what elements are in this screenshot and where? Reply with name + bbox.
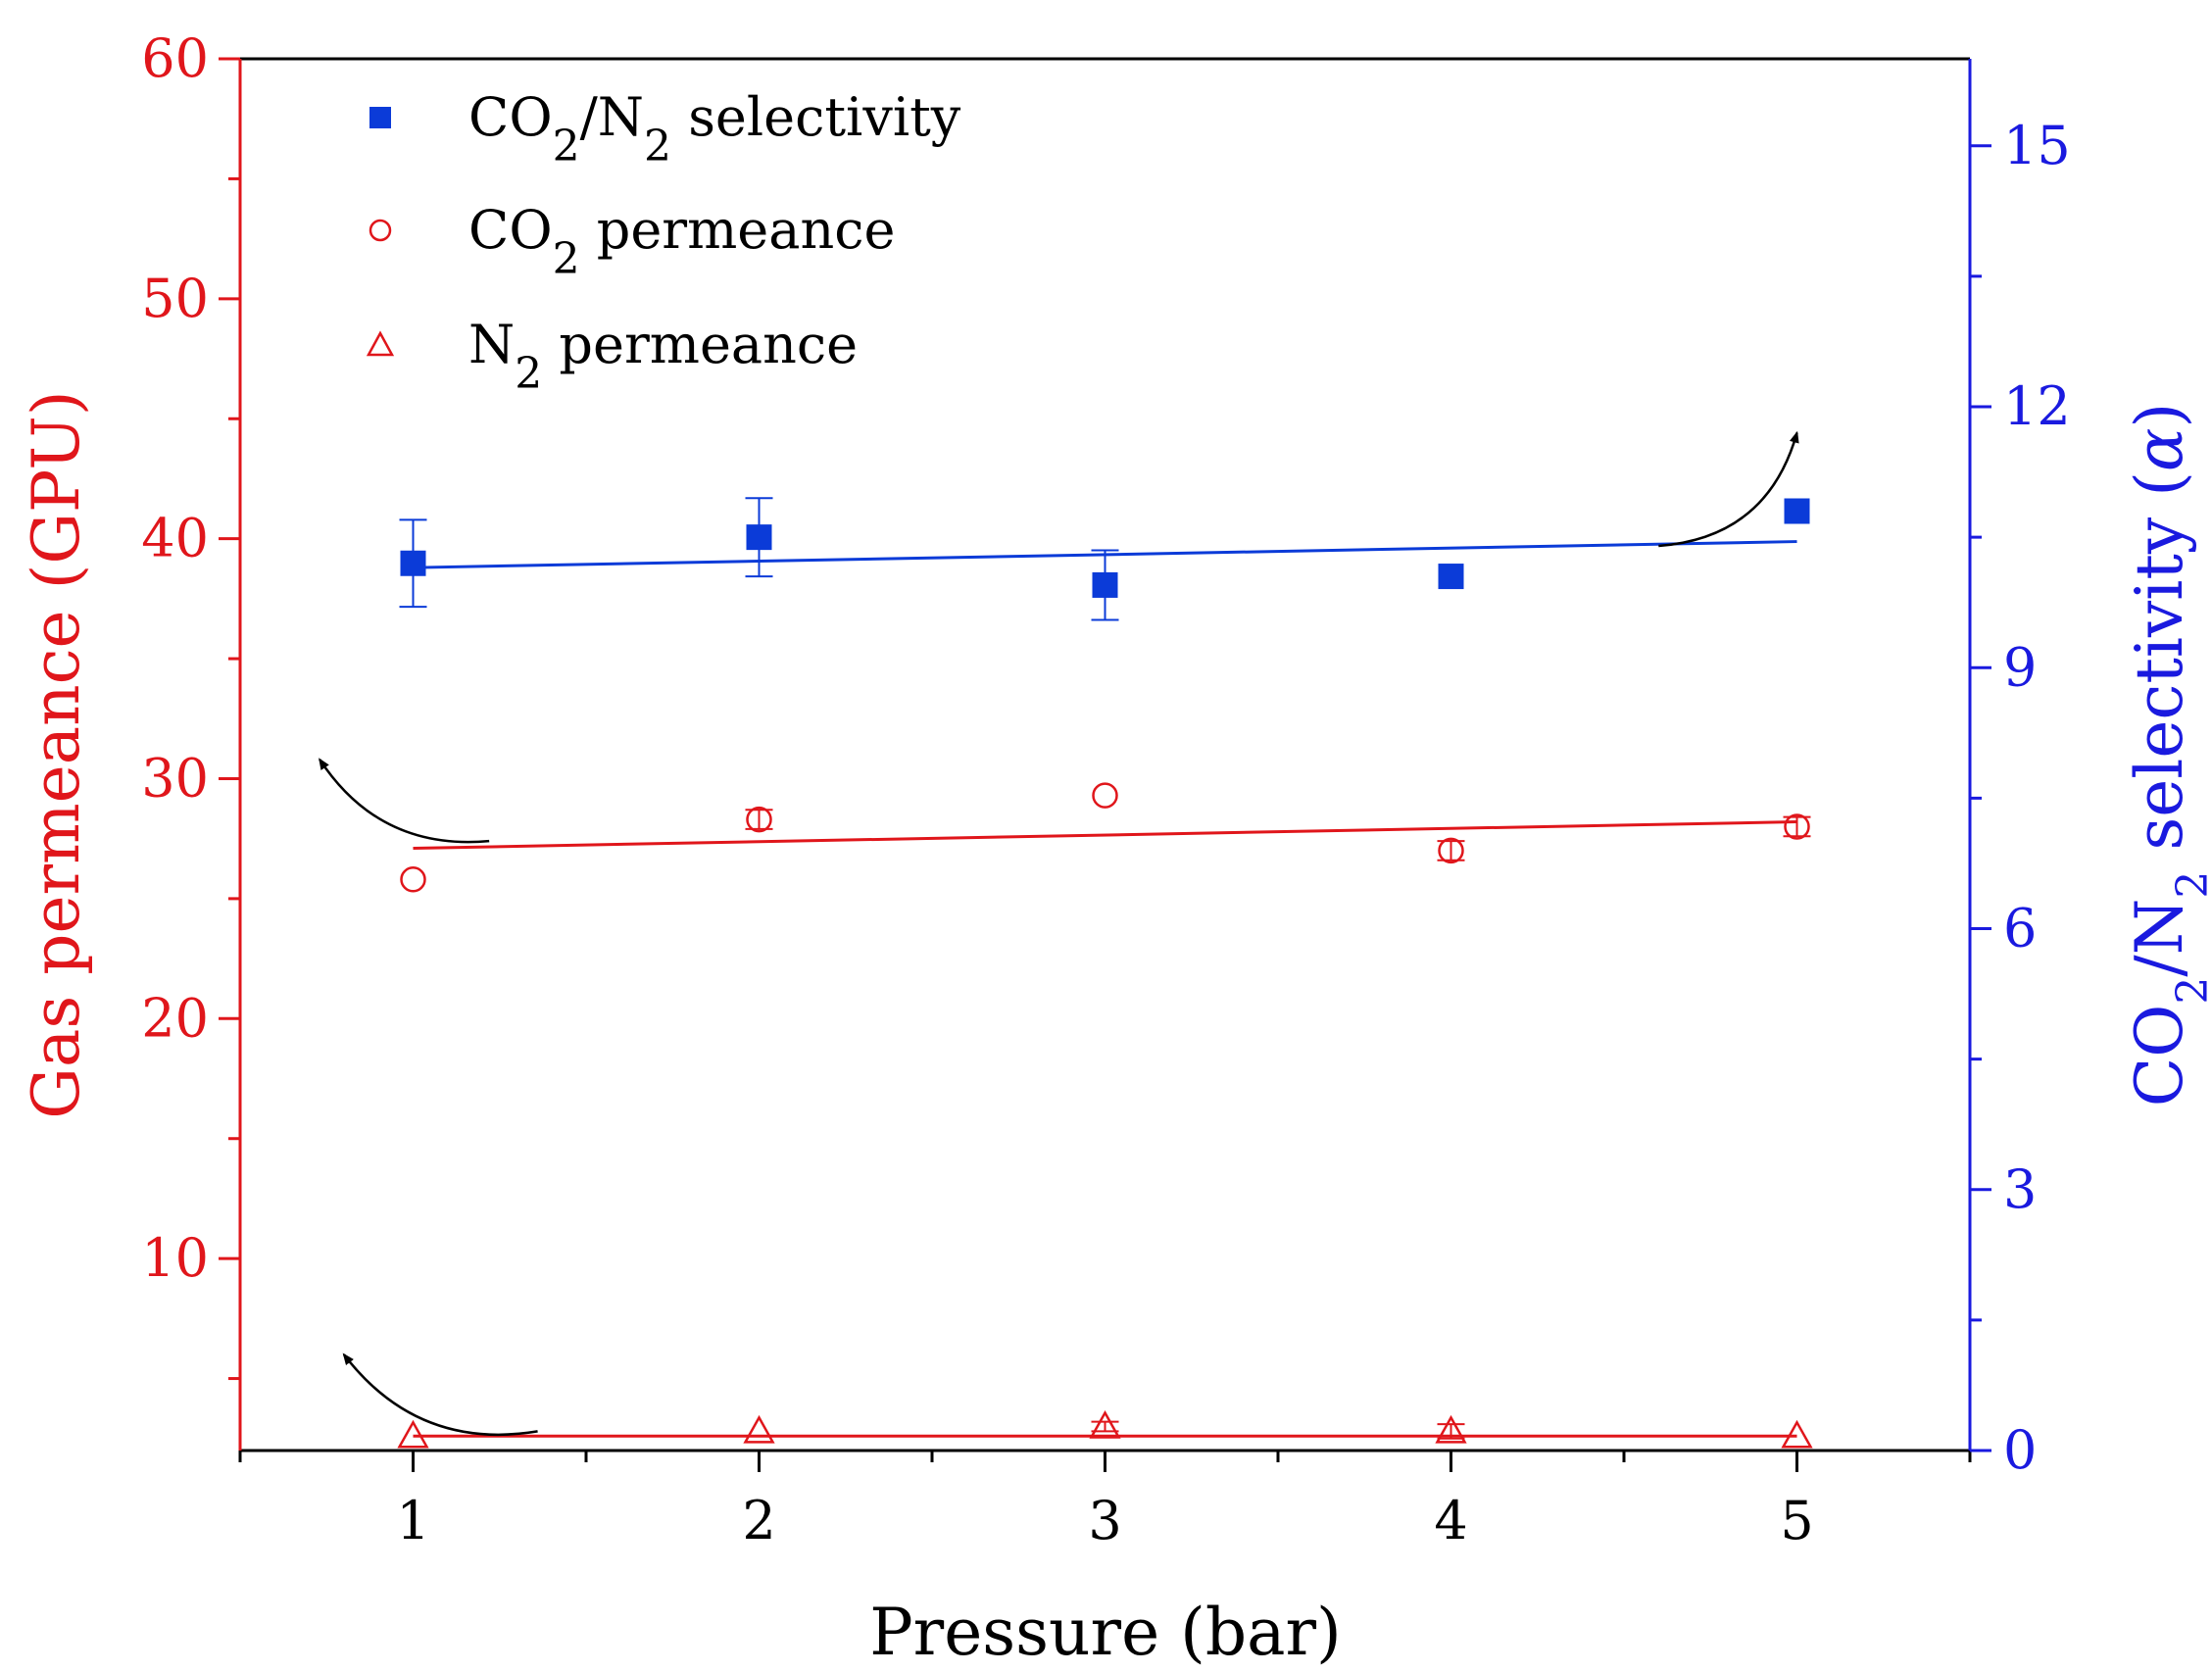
co2-fit-line	[413, 820, 1797, 850]
right-tick-label: 9	[2003, 636, 2037, 698]
selectivity-point	[746, 524, 772, 551]
co2-point	[1438, 837, 1464, 864]
right-tick-label: 15	[2003, 115, 2071, 176]
legend-circle-marker	[369, 219, 392, 242]
x-tick-label: 4	[1434, 1490, 1467, 1551]
legend-triangle-marker	[366, 330, 395, 357]
right-axis-label-part: /N	[2122, 899, 2197, 977]
left-tick-label: 10	[141, 1227, 209, 1289]
selectivity-axis-arrow	[1658, 430, 1799, 548]
legend-label-sub: 2	[644, 122, 671, 172]
x-tick-label: 5	[1780, 1490, 1813, 1551]
legend-label-sub: 2	[515, 349, 542, 399]
n2-point	[1435, 1414, 1467, 1444]
x-tick-label: 2	[742, 1490, 775, 1551]
n2-point	[1781, 1419, 1813, 1449]
co2-axis-arrow	[319, 758, 490, 844]
co2-point	[1784, 813, 1810, 840]
x-tick-label: 3	[1088, 1490, 1121, 1551]
left-tick-label: 30	[141, 747, 209, 809]
n2-point	[743, 1414, 775, 1444]
n2-axis-arrow	[342, 1353, 538, 1437]
n2-point	[397, 1419, 429, 1449]
left-tick-label: 50	[141, 268, 209, 329]
plot-frame	[238, 57, 1972, 1452]
x-tick-label: 1	[396, 1490, 429, 1551]
selectivity-point	[400, 550, 426, 576]
legend-label-sub: 2	[553, 234, 580, 284]
legend-label: N2 permeance	[468, 314, 858, 399]
legend-label-sub: 2	[553, 122, 580, 172]
legend-label: CO2/N2 selectivity	[468, 86, 961, 172]
left-tick-label: 40	[141, 508, 209, 569]
right-axis-label-sub: 2	[2168, 871, 2212, 899]
right-tick-label: 6	[2003, 898, 2037, 960]
n2-point	[1089, 1409, 1121, 1439]
data-markers	[397, 498, 1813, 1449]
legend-label-part: permeance	[580, 199, 896, 261]
right-tick-label: 0	[2003, 1419, 2037, 1481]
fit-lines	[413, 540, 1797, 1438]
left-axis-label: Gas permeance (GPU)	[19, 390, 94, 1118]
right-axis-label-sub: 2	[2168, 977, 2212, 1005]
x-axis-label: Pressure (bar)	[869, 1595, 1342, 1670]
right-axis-label-part: )	[2122, 403, 2197, 428]
selectivity-point	[1438, 564, 1464, 590]
selectivity-point	[1092, 571, 1118, 598]
right-axis-label-alpha: α	[2122, 427, 2197, 471]
right-tick-label: 3	[2003, 1158, 2037, 1220]
legend-label: CO2 permeance	[468, 199, 895, 284]
co2-point	[1092, 782, 1118, 809]
legend-label-part: CO	[468, 86, 553, 148]
co2-point	[400, 866, 426, 893]
left-tick-label: 60	[141, 27, 209, 89]
error-bars	[399, 497, 1811, 1440]
right-axis-label: CO2/N2 selectivity (α)	[2122, 403, 2212, 1107]
legend-square-marker	[369, 107, 391, 128]
right-axis-label-part: selectivity (	[2122, 471, 2197, 871]
left-tick-label: 20	[141, 987, 209, 1049]
legend-label-part: /N	[580, 86, 644, 148]
co2-point	[746, 806, 772, 833]
annotation-arrows	[319, 430, 1799, 1437]
right-axis-label-part: CO	[2122, 1005, 2197, 1107]
legend-label-part: permeance	[542, 314, 858, 375]
legend-label-part: N	[468, 314, 515, 375]
legend-label-part: CO	[468, 199, 553, 261]
legend-label-part: selectivity	[671, 86, 961, 148]
right-tick-label: 12	[2003, 375, 2071, 437]
selectivity-point	[1784, 498, 1810, 524]
